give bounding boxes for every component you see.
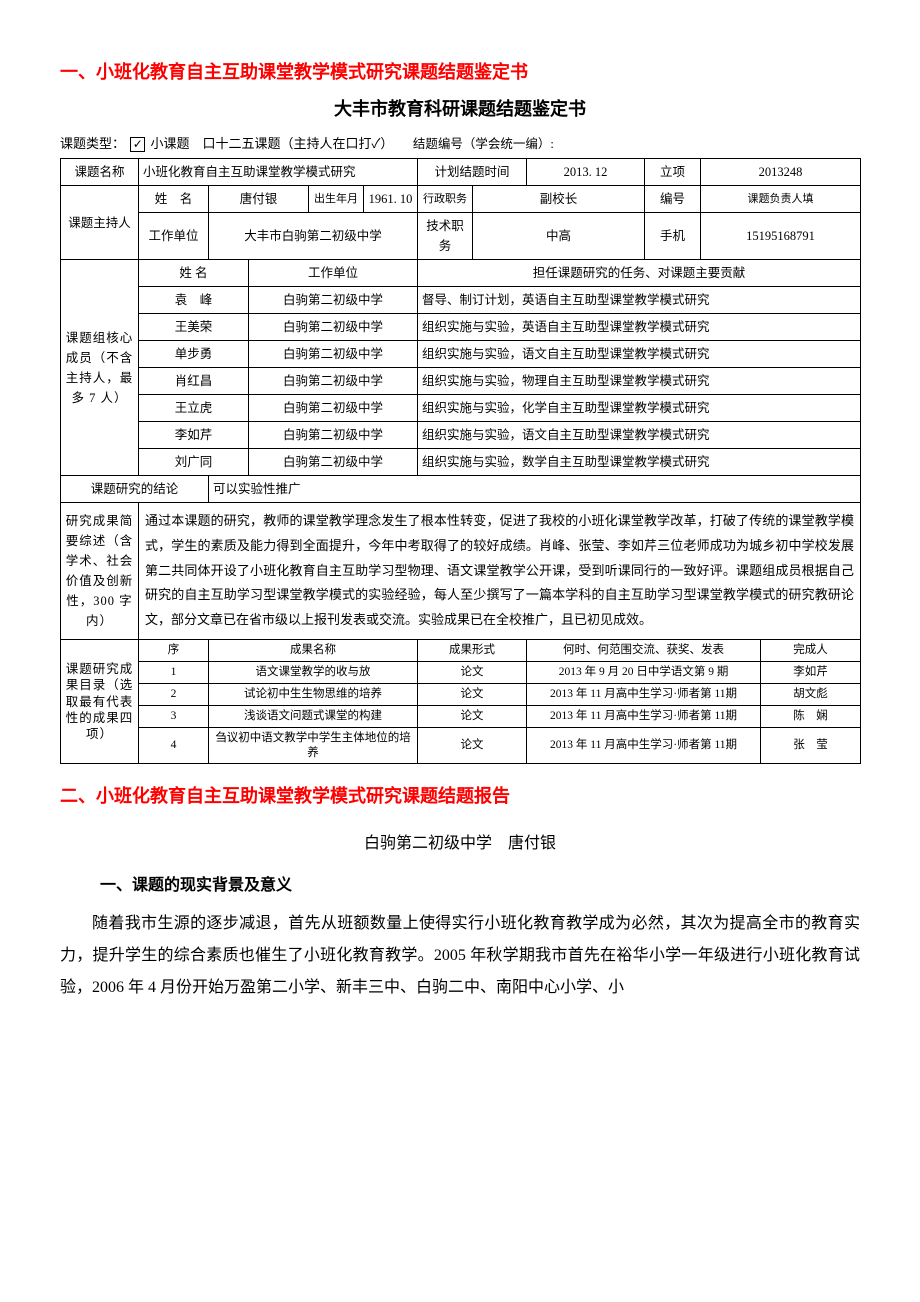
label-members: 课题组核心成员（不含主持人，最多 7 人） [61,260,139,476]
res-h-form: 成果形式 [418,639,527,661]
value-plan-time: 2013. 12 [527,159,645,186]
label-bianhao: 编号 [645,186,701,213]
value-tech: 中高 [473,213,645,260]
value-bianhao: 课题负责人填 [701,186,861,213]
label-birth: 出生年月 [309,186,364,213]
value-summary: 通过本课题的研究，教师的课堂教学理念发生了根本性转变，促进了我校的小班化课堂教学… [139,503,861,639]
res-h-who: 完成人 [761,639,861,661]
member-row: 刘广同 白驹第二初级中学 组织实施与实验，数学自主互助型课堂教学模式研究 [61,449,861,476]
member-row: 袁 峰 白驹第二初级中学 督导、制订计划，英语自主互助型课堂教学模式研究 [61,287,861,314]
result-row: 3 浅谈语文问题式课堂的构建 论文 2013 年 11 月高中生学习·师者第 1… [61,705,861,727]
author-line: 白驹第二初级中学 唐付银 [60,831,860,857]
doc-title: 大丰市教育科研课题结题鉴定书 [60,95,860,124]
member-row: 王美荣 白驹第二初级中学 组织实施与实验，英语自主互助型课堂教学模式研究 [61,314,861,341]
member-row: 王立虎 白驹第二初级中学 组织实施与实验，化学自主互助型课堂教学模式研究 [61,395,861,422]
members-h-duty: 担任课题研究的任务、对课题主要贡献 [418,260,861,287]
section-1-title: 一、小班化教育自主互助课堂教学模式研究课题结题鉴定书 [60,58,860,87]
value-conclusion: 可以实验性推广 [209,476,861,503]
conclusion-number-label: 结题编号（学会统一编）: [413,137,554,151]
label-tech: 技术职务 [418,213,473,260]
value-phone: 15195168791 [701,213,861,260]
value-birth: 1961. 10 [364,186,418,213]
members-h-unit: 工作单位 [249,260,418,287]
label-host: 课题主持人 [61,186,139,260]
value-lixiang: 2013248 [701,159,861,186]
label-plan-time: 计划结题时间 [418,159,527,186]
topic-type-line: 课题类型： ✓ 小课题 口十二五课题（主持人在口打✓） 结题编号（学会统一编）: [60,134,860,155]
res-h-name: 成果名称 [209,639,418,661]
res-h-n: 序 [139,639,209,661]
opt2-label: 口十二五课题（主持人在口打✓） [203,136,394,151]
result-row: 1 语文课堂教学的收与放 论文 2013 年 9 月 20 日中学语文第 9 期… [61,661,861,683]
label-topic-name: 课题名称 [61,159,139,186]
result-row: 2 试论初中生生物思维的培养 论文 2013 年 11 月高中生学习·师者第 1… [61,683,861,705]
label-results: 课题研究成果目录（选取最有代表性的成果四项） [61,639,139,764]
res-h-when: 何时、何范围交流、获奖、发表 [527,639,761,661]
label-name: 姓 名 [139,186,209,213]
value-topic-name: 小班化教育自主互助课堂教学模式研究 [139,159,418,186]
member-row: 单步勇 白驹第二初级中学 组织实施与实验，语文自主互助型课堂教学模式研究 [61,341,861,368]
members-h-name: 姓 名 [139,260,249,287]
topic-type-label: 课题类型： [60,136,125,151]
value-name: 唐付银 [209,186,309,213]
section-2-title: 二、小班化教育自主互助课堂教学模式研究课题结题报告 [60,782,860,811]
member-row: 李如芹 白驹第二初级中学 组织实施与实验，语文自主互助型课堂教学模式研究 [61,422,861,449]
checkbox-small-topic: ✓ [130,137,145,152]
appraisal-form: 课题名称 小班化教育自主互助课堂教学模式研究 计划结题时间 2013. 12 立… [60,158,861,764]
value-unit: 大丰市白驹第二初级中学 [209,213,418,260]
label-conclusion: 课题研究的结论 [61,476,209,503]
subsection-1-title: 一、课题的现实背景及意义 [100,873,860,899]
label-phone: 手机 [645,213,701,260]
label-unit: 工作单位 [139,213,209,260]
opt1-label: 小课题 [151,136,190,151]
member-row: 肖红昌 白驹第二初级中学 组织实施与实验，物理自主互助型课堂教学模式研究 [61,368,861,395]
value-post: 副校长 [473,186,645,213]
label-lixiang: 立项 [645,159,701,186]
body-paragraph: 随着我市生源的逐步减退，首先从班额数量上使得实行小班化教育教学成为必然，其次为提… [60,908,860,1004]
label-summary: 研究成果简要综述（含学术、社会价值及创新性，300 字内） [61,503,139,639]
result-row: 4 刍议初中语文教学中学生主体地位的培养 论文 2013 年 11 月高中生学习… [61,727,861,764]
label-post: 行政职务 [418,186,473,213]
